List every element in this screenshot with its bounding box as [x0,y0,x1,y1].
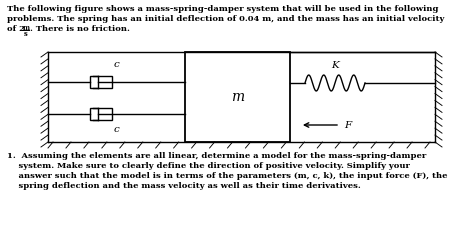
Text: system. Make sure to clearly define the direction of positive velocity. Simplify: system. Make sure to clearly define the … [7,162,410,170]
Text: of 2: of 2 [7,25,25,33]
Text: c: c [114,125,119,134]
Bar [185,52,290,142]
Text: F: F [344,121,351,129]
Text: . There is no friction.: . There is no friction. [30,25,130,33]
Text: m: m [231,90,244,104]
Text: m: m [22,24,29,32]
Bar [90,108,112,120]
Text: answer such that the model is in terms of the parameters (m, c, k), the input fo: answer such that the model is in terms o… [7,172,447,180]
Bar [90,76,112,88]
Text: c: c [114,60,119,69]
Text: problems. The spring has an initial deflection of 0.04 m, and the mass has an in: problems. The spring has an initial defl… [7,15,444,23]
Text: K: K [331,61,339,70]
Text: The following figure shows a mass-spring-damper system that will be used in the : The following figure shows a mass-spring… [7,5,438,13]
Text: 1.  Assuming the elements are all linear, determine a model for the mass-spring-: 1. Assuming the elements are all linear,… [7,152,426,160]
Text: spring deflection and the mass velocity as well as their time derivatives.: spring deflection and the mass velocity … [7,182,361,190]
Text: s: s [24,30,27,38]
